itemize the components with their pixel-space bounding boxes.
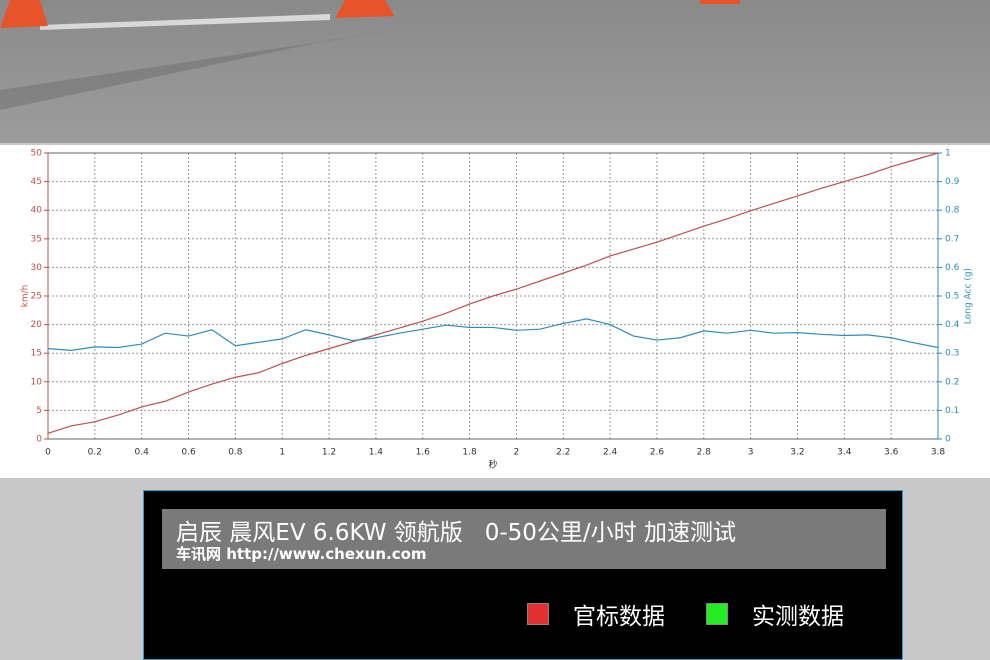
x-tick-label: 2.4 [603, 448, 618, 458]
x-tick-label: 2.8 [697, 448, 712, 458]
x-tick-label: 3.6 [884, 448, 899, 458]
y-tick-label: 10 [31, 377, 43, 387]
y2-tick-label: 0.5 [945, 292, 959, 302]
y-tick-label: 5 [36, 406, 42, 416]
y-tick-label: 40 [31, 206, 43, 216]
legend-label: 实测数据 [752, 604, 844, 630]
y-tick-label: 25 [31, 292, 42, 302]
y-tick-label: 0 [36, 435, 42, 445]
y2-tick-label: 0.7 [945, 234, 959, 244]
y-tick-label: 35 [31, 234, 42, 244]
x-tick-label: 1.2 [322, 448, 336, 458]
y-tick-label: 50 [31, 149, 43, 159]
x-tick-label: 3.4 [837, 448, 852, 458]
cone [0, 0, 48, 28]
x-label: 秒 [488, 459, 497, 471]
x-tick-label: 1.4 [369, 448, 384, 458]
legend-swatch [527, 603, 549, 625]
y-tick-label: 20 [31, 320, 43, 330]
x-tick-label: 2 [514, 448, 520, 458]
legend-label: 官标数据 [573, 604, 665, 630]
x-tick-label: 1 [279, 448, 285, 458]
legend-item: 实测数据 [706, 597, 844, 631]
y2-tick-label: 0.6 [945, 263, 960, 273]
y-tick-label: 30 [31, 263, 43, 273]
x-tick-label: 0.4 [135, 448, 150, 458]
x-tick-label: 0.8 [228, 448, 243, 458]
x-tick-label: 3.2 [790, 448, 804, 458]
title-bar: 启辰 晨风EV 6.6KW 领航版 0-50公里/小时 加速测试 车讯网 htt… [162, 509, 886, 569]
panel-title: 启辰 晨风EV 6.6KW 领航版 0-50公里/小时 加速测试 [176, 520, 736, 546]
site: 车讯网 http://www.chexun.com [176, 545, 427, 563]
y2-tick-label: 0.8 [945, 206, 960, 216]
info-panel: 启辰 晨风EV 6.6KW 领航版 0-50公里/小时 加速测试 车讯网 htt… [143, 490, 903, 660]
y2-tick-label: 0.1 [945, 406, 959, 416]
x-tick-label: 0 [45, 448, 51, 458]
x-tick-label: 1.8 [462, 448, 477, 458]
chart: km/h Long Acc (g) 秒 0 0.2 0.4 0.6 0.8 1 1.2 1.4… [0, 0, 990, 478]
chart-bg [0, 145, 990, 478]
y2-tick-label: 1 [945, 149, 951, 159]
x-tick-label: 0.6 [181, 448, 196, 458]
cone [335, 0, 395, 18]
y2-tick-label: 0.4 [945, 320, 960, 330]
x-tick-label: 3.8 [931, 448, 946, 458]
y-label: km/h [21, 285, 31, 308]
legend-swatch [706, 603, 728, 625]
line [47, 318, 939, 351]
y2-tick-label: 0.2 [945, 377, 959, 387]
legend-item: 官标数据 [527, 597, 665, 631]
y-tick-label: 15 [31, 349, 42, 359]
x-tick-label: 3 [748, 448, 754, 458]
y2-label: Long Acc (g) [964, 268, 974, 324]
road-line [40, 14, 330, 30]
line [47, 152, 939, 434]
y2-tick-label: 0 [945, 435, 951, 445]
y2-tick-label: 0.3 [945, 349, 959, 359]
x-tick-label: 2.6 [650, 448, 665, 458]
y-tick-label: 45 [31, 177, 42, 187]
cone [700, 0, 740, 4]
x-tick-label: 2.2 [556, 448, 570, 458]
x-tick-label: 1.6 [416, 448, 431, 458]
x-tick-label: 0.2 [88, 448, 102, 458]
y2-tick-label: 0.9 [945, 177, 960, 187]
